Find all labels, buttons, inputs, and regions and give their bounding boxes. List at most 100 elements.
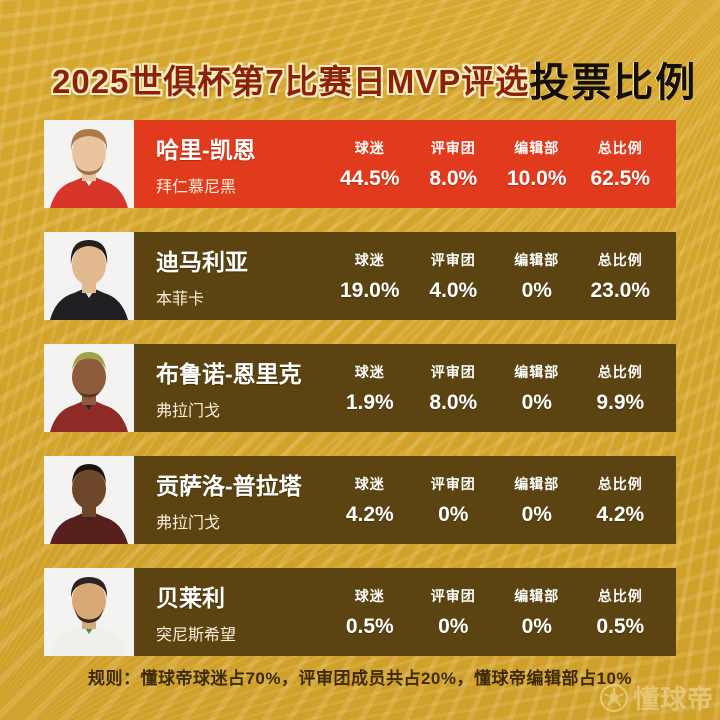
- player-panel: 贝莱利 突尼斯希望 球迷 0.5% 评审团 0% 编辑部 0% 总比例 0.5%: [134, 568, 676, 656]
- jury-header: 评审团: [430, 363, 476, 380]
- player-name: 哈里-凯恩: [156, 137, 256, 163]
- player-name: 布鲁诺-恩里克: [156, 361, 302, 387]
- editors-header: 编辑部: [514, 587, 560, 604]
- player-photo: [44, 232, 134, 320]
- player-name: 迪马利亚: [156, 249, 248, 275]
- player-avatar-icon: [44, 568, 134, 656]
- editors-column: 编辑部 10.0%: [495, 138, 579, 191]
- player-photo: [44, 456, 134, 544]
- fans-column: 球迷 0.5%: [328, 586, 412, 639]
- jury-column: 评审团 0%: [412, 586, 496, 639]
- player-panel: 布鲁诺-恩里克 弗拉门戈 球迷 1.9% 评审团 8.0% 编辑部 0% 总比例…: [134, 344, 676, 432]
- jury-header: 评审团: [430, 475, 476, 492]
- editors-header: 编辑部: [514, 139, 560, 156]
- player-club: 本菲卡: [156, 291, 205, 308]
- header: 2025世俱杯第7比赛日MVP评选 投票比例: [52, 48, 695, 110]
- jury-header: 评审团: [430, 251, 476, 268]
- player-namebox: 迪马利亚 本菲卡: [156, 243, 328, 309]
- fans-column: 球迷 44.5%: [328, 138, 412, 191]
- total-value: 23.0%: [590, 278, 651, 302]
- editors-header: 编辑部: [514, 251, 560, 268]
- fans-value: 44.5%: [339, 166, 400, 190]
- watermark-label: 懂球帝: [632, 684, 714, 714]
- fans-value: 4.2%: [345, 502, 394, 526]
- player-avatar-icon: [44, 120, 134, 208]
- player-club: 突尼斯希望: [156, 627, 237, 644]
- player-row-belaili[interactable]: 贝莱利 突尼斯希望 球迷 0.5% 评审团 0% 编辑部 0% 总比例 0.5%: [44, 568, 676, 656]
- total-column: 总比例 23.0%: [579, 250, 663, 303]
- jury-column: 评审团 8.0%: [412, 138, 496, 191]
- fans-column: 球迷 19.0%: [328, 250, 412, 303]
- fans-column: 球迷 4.2%: [328, 474, 412, 527]
- editors-value: 0%: [521, 502, 552, 526]
- total-header: 总比例: [597, 363, 643, 380]
- player-row-kane[interactable]: 哈里-凯恩 拜仁慕尼黑 球迷 44.5% 评审团 8.0% 编辑部 10.0% …: [44, 120, 676, 208]
- total-value: 62.5%: [590, 166, 651, 190]
- jury-value: 8.0%: [429, 166, 478, 190]
- total-value: 9.9%: [596, 390, 645, 414]
- editors-value: 10.0%: [506, 166, 567, 190]
- jury-column: 评审团 4.0%: [412, 250, 496, 303]
- fans-header: 球迷: [354, 587, 385, 604]
- total-column: 总比例 0.5%: [579, 586, 663, 639]
- fans-value: 19.0%: [339, 278, 400, 302]
- player-avatar-icon: [44, 232, 134, 320]
- editors-value: 0%: [521, 390, 552, 414]
- editors-column: 编辑部 0%: [495, 586, 579, 639]
- player-namebox: 布鲁诺-恩里克 弗拉门戈: [156, 355, 328, 421]
- player-namebox: 贝莱利 突尼斯希望: [156, 579, 328, 645]
- player-name: 贝莱利: [156, 585, 225, 611]
- player-panel: 哈里-凯恩 拜仁慕尼黑 球迷 44.5% 评审团 8.0% 编辑部 10.0% …: [134, 120, 676, 208]
- total-column: 总比例 62.5%: [579, 138, 663, 191]
- player-avatar-icon: [44, 344, 134, 432]
- total-value: 4.2%: [596, 502, 645, 526]
- editors-value: 0%: [521, 614, 552, 638]
- page-title: 2025世俱杯第7比赛日MVP评选: [52, 63, 530, 100]
- fans-header: 球迷: [354, 475, 385, 492]
- player-row-plata[interactable]: 贡萨洛-普拉塔 弗拉门戈 球迷 4.2% 评审团 0% 编辑部 0% 总比例 4…: [44, 456, 676, 544]
- total-column: 总比例 4.2%: [579, 474, 663, 527]
- fans-value: 0.5%: [345, 614, 394, 638]
- football-icon: [599, 683, 629, 712]
- player-avatar-icon: [44, 456, 134, 544]
- fans-header: 球迷: [354, 251, 385, 268]
- editors-column: 编辑部 0%: [495, 474, 579, 527]
- player-namebox: 哈里-凯恩 拜仁慕尼黑: [156, 131, 328, 197]
- voting-rules-text: 规则：懂球帝球迷占70%，评审团成员共占20%，懂球帝编辑部占10%: [87, 669, 633, 688]
- total-header: 总比例: [597, 139, 643, 156]
- page-subtitle: 投票比例: [529, 61, 698, 105]
- total-header: 总比例: [597, 587, 643, 604]
- player-club: 弗拉门戈: [156, 403, 221, 420]
- fans-column: 球迷 1.9%: [328, 362, 412, 415]
- total-value: 0.5%: [596, 614, 645, 638]
- jury-value: 8.0%: [429, 390, 478, 414]
- editors-value: 0%: [521, 278, 552, 302]
- player-row-dimaria[interactable]: 迪马利亚 本菲卡 球迷 19.0% 评审团 4.0% 编辑部 0% 总比例 23…: [44, 232, 676, 320]
- watermark: 懂球帝: [599, 679, 714, 716]
- jury-header: 评审团: [430, 587, 476, 604]
- fans-header: 球迷: [354, 139, 385, 156]
- fans-value: 1.9%: [345, 390, 394, 414]
- player-namebox: 贡萨洛-普拉塔 弗拉门戈: [156, 467, 328, 533]
- player-panel: 迪马利亚 本菲卡 球迷 19.0% 评审团 4.0% 编辑部 0% 总比例 23…: [134, 232, 676, 320]
- player-club: 弗拉门戈: [156, 515, 221, 532]
- jury-header: 评审团: [430, 139, 476, 156]
- player-photo: [44, 120, 134, 208]
- total-header: 总比例: [597, 251, 643, 268]
- editors-column: 编辑部 0%: [495, 250, 579, 303]
- jury-column: 评审团 0%: [412, 474, 496, 527]
- jury-value: 0%: [438, 502, 469, 526]
- editors-column: 编辑部 0%: [495, 362, 579, 415]
- total-header: 总比例: [597, 475, 643, 492]
- jury-column: 评审团 8.0%: [412, 362, 496, 415]
- total-column: 总比例 9.9%: [579, 362, 663, 415]
- jury-value: 0%: [438, 614, 469, 638]
- fans-header: 球迷: [354, 363, 385, 380]
- player-name: 贡萨洛-普拉塔: [156, 473, 302, 499]
- player-club: 拜仁慕尼黑: [156, 179, 237, 196]
- editors-header: 编辑部: [514, 363, 560, 380]
- player-panel: 贡萨洛-普拉塔 弗拉门戈 球迷 4.2% 评审团 0% 编辑部 0% 总比例 4…: [134, 456, 676, 544]
- player-row-bruno-henrique[interactable]: 布鲁诺-恩里克 弗拉门戈 球迷 1.9% 评审团 8.0% 编辑部 0% 总比例…: [44, 344, 676, 432]
- player-photo: [44, 344, 134, 432]
